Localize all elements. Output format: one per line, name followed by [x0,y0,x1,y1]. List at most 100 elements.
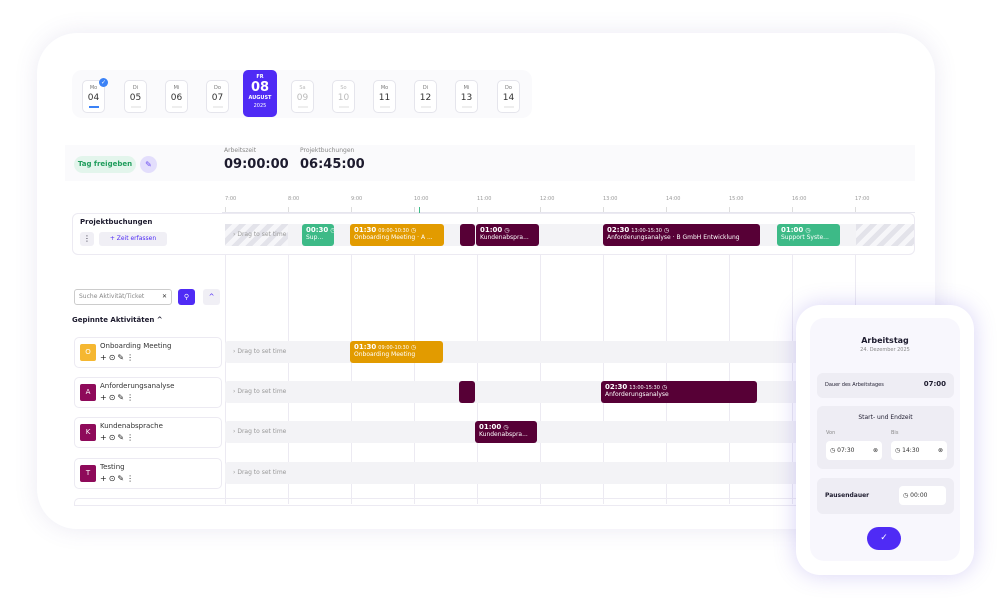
booking-duration: 01:00 [479,423,502,431]
clock-check-icon: ◷ [503,424,509,431]
hour-label: 7:00 [225,196,237,202]
activity-row[interactable]: A Anforderungsanalyse +⊙✎⋮ [74,377,222,408]
day-card[interactable]: So 10 [332,80,355,113]
hour-label: 15:00 [729,196,744,202]
booking-block[interactable]: 02:30 13:00-15:30 ◷ Anforderungsanalyse · … [603,224,760,246]
booking-time: 09:00-10:30 [378,228,409,234]
booking-name: Anforderungsanalyse · B GmbH Entwicklung [607,234,740,241]
year: 2025 [253,103,267,109]
grid-line [666,254,667,504]
search-button[interactable]: ⚲ [178,289,195,305]
drag-hint[interactable]: › Drag to set time [225,462,286,484]
plus-icon[interactable]: + [100,353,109,362]
booking-name: Onboarding Meeting [354,351,416,358]
play-icon[interactable]: ⊙ [108,353,118,362]
booking-duration: 02:30 [607,226,630,234]
booking-block[interactable]: 00:30 ◷ Sup... [302,224,334,246]
pin-icon[interactable]: ✎ [117,353,127,362]
day-name: Mo [89,85,98,91]
day-indicator [88,106,99,108]
day-number: 05 [129,93,142,103]
plus-icon[interactable]: + [100,433,109,442]
booking-block[interactable] [459,381,475,403]
day-number: 13 [460,93,473,103]
hatched-area [225,224,288,246]
activity-row[interactable]: O Onboarding Meeting +⊙✎⋮ [74,337,222,368]
activity-row[interactable]: T Testing +⊙✎⋮ [74,458,222,489]
activity-row[interactable]: K Kundenabsprache +⊙✎⋮ [74,417,222,448]
booking-block[interactable]: 02:30 13:00-15:30 ◷ Anforderungsanalyse [601,381,757,403]
to-value: 14:30 [902,447,920,454]
hour-label: 17:00 [855,196,870,202]
booking-block[interactable]: 01:00 ◷ Kundenabspra... [476,224,539,246]
more-icon[interactable]: ⋮ [126,393,137,402]
day-number: 10 [337,93,350,103]
pause-input[interactable]: ◷ 00:00 [899,486,946,505]
activity-actions: +⊙✎⋮ [100,393,136,402]
more-icon[interactable]: ⋮ [126,474,137,483]
plus-icon[interactable]: + [100,393,109,402]
confirm-button[interactable]: ✓ [867,527,901,550]
drag-hint[interactable]: › Drag to set time [225,421,286,443]
proj-value: 06:45:00 [300,157,365,172]
day-card[interactable]: Mi 06 [165,80,188,113]
clear-icon[interactable]: ✕ [161,293,167,300]
day-indicator [420,106,431,108]
booking-time: 13:00-15:30 [631,228,662,234]
day-card[interactable]: Do 07 [206,80,229,113]
day-indicator [212,106,223,108]
play-icon[interactable]: ⊙ [108,433,118,442]
start-end-title: Start- und Endzeit [858,414,913,421]
pinned-title-text: Gepinnte Aktivitäten [72,316,155,324]
pin-icon[interactable]: ✎ [117,474,127,483]
booking-block[interactable]: 01:30 09:00-10:30 ◷ Onboarding Meeting · A… [350,224,444,246]
clock-icon: ◷ [895,447,901,454]
booking-block[interactable]: 01:00 ◷ Kundenabspra... [475,421,537,443]
activity-actions: +⊙✎⋮ [100,474,136,483]
booking-name: Anforderungsanalyse [605,391,669,398]
release-day-button[interactable]: Tag freigeben [74,156,136,173]
activity-avatar: T [80,465,96,482]
to-input[interactable]: ◷ 14:30 ⊗ [891,441,947,460]
drag-hint[interactable]: › Drag to set time [225,341,286,363]
booking-block[interactable]: 01:30 09:00-10:30 ◷ Onboarding Meeting [350,341,443,363]
pin-icon[interactable]: ✎ [117,433,127,442]
day-card[interactable]: Di 05 [124,80,147,113]
day-card[interactable]: Mo 11 [373,80,396,113]
clear-icon[interactable]: ⊗ [872,447,878,454]
pin-icon[interactable]: ✎ [117,393,127,402]
collapse-button[interactable]: ^ [203,289,220,305]
clock-check-icon: ◷ [663,227,670,234]
grid-line [288,254,289,504]
plus-icon[interactable]: + [100,474,109,483]
grid-line [225,254,226,504]
booking-name: Support Syste... [781,234,829,241]
day-selected[interactable]: FR 08 AUGUST 2025 [243,70,277,117]
clear-icon[interactable]: ⊗ [937,447,943,454]
pinned-title[interactable]: Gepinnte Aktivitäten ^ [72,316,163,324]
edit-icon[interactable]: ✎ [140,156,157,173]
more-icon[interactable]: ⋮ [126,353,137,362]
booking-block[interactable]: 01:00 ◷ Support Syste... [777,224,840,246]
from-input[interactable]: ◷ 07:30 ⊗ [826,441,882,460]
drag-hint[interactable]: › Drag to set time [225,381,286,403]
day-card[interactable]: Mo 04 [82,80,105,113]
booking-block[interactable] [460,224,475,246]
more-icon[interactable]: ⋮ [126,433,137,442]
drag-text: Drag to set time [237,469,287,476]
day-indicator [171,106,182,108]
day-card[interactable]: Di 12 [414,80,437,113]
play-icon[interactable]: ⊙ [108,474,118,483]
more-icon[interactable]: ⋮ [80,232,94,246]
day-name: So [340,85,347,91]
play-icon[interactable]: ⊙ [108,393,118,402]
day-card[interactable]: Sa 09 [291,80,314,113]
drag-text: Drag to set time [237,428,287,435]
search-input[interactable]: Suche Aktivität/Ticket ✕ [74,289,172,305]
check-icon: ✓ [99,78,108,87]
day-card[interactable]: Mi 13 [455,80,478,113]
add-time-button[interactable]: + Zeit erfassen [99,232,167,246]
drag-hint[interactable]: › Drag to set time [225,224,286,246]
day-card[interactable]: Do 14 [497,80,520,113]
booking-name: Kundenabspra... [479,431,528,438]
